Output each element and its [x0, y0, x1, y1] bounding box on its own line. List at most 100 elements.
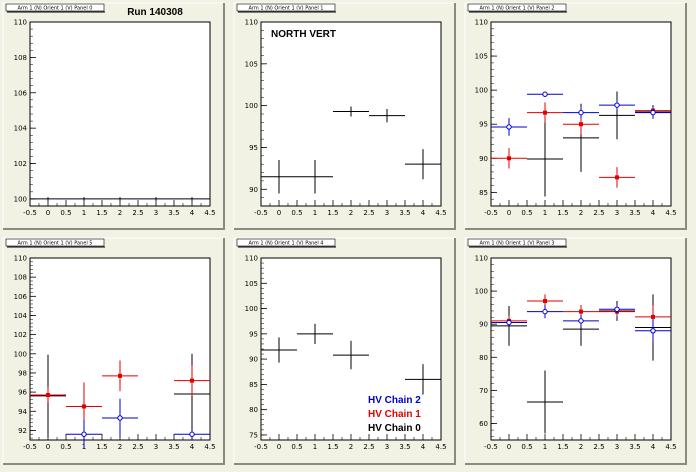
y-tick-label: 105	[475, 53, 488, 61]
panel-title: Arm 1 (N) Orient 1 (V) Panel 5	[18, 241, 93, 247]
y-tick-label: 110	[475, 255, 488, 263]
x-tick-label: 4	[421, 209, 426, 217]
x-tick-label: 1.5	[557, 443, 568, 451]
panel-title: Arm 1 (N) Orient 1 (V) Panel 2	[480, 6, 555, 12]
panel-title-box	[467, 3, 567, 12]
x-tick-label: 3	[615, 443, 619, 451]
x-tick-label: 4.5	[435, 443, 446, 451]
panel-title-box	[5, 238, 105, 247]
x-tick-label: 4	[190, 209, 195, 217]
x-tick-label: 3	[154, 209, 158, 217]
y-tick-label: 100	[475, 288, 488, 296]
data-point	[82, 404, 86, 409]
legend-entry: HV Chain 2	[368, 395, 421, 406]
x-tick-label: 1.5	[327, 443, 338, 451]
panel-title: Arm 1 (N) Orient 1 (V) Panel 4	[249, 241, 324, 247]
panel-title-box	[236, 3, 336, 12]
x-tick-label: 4	[651, 443, 656, 451]
data-point	[614, 102, 620, 108]
y-tick-label: 100	[475, 87, 488, 95]
x-tick-label: 0	[277, 443, 281, 451]
x-tick-label: 2.5	[363, 443, 374, 451]
x-tick-label: 3	[154, 443, 158, 451]
x-tick-label: 3.5	[168, 443, 179, 451]
x-tick-label: 4.5	[665, 209, 676, 217]
x-tick-label: 0.5	[291, 209, 302, 217]
x-tick-label: 2.5	[593, 443, 604, 451]
x-tick-label: 4.5	[204, 443, 215, 451]
x-tick-label: 0.5	[60, 443, 71, 451]
x-tick-label: 3	[615, 209, 619, 217]
x-tick-label: 2	[579, 443, 583, 451]
x-tick-label: 3.5	[399, 209, 410, 217]
y-tick-label: 108	[14, 54, 27, 62]
panel-annotation: NORTH VERT	[271, 29, 336, 40]
data-point	[614, 306, 620, 312]
data-point	[650, 328, 656, 334]
x-tick-label: 0.5	[521, 443, 532, 451]
x-tick-label: 1	[82, 209, 86, 217]
data-point	[117, 415, 123, 421]
x-tick-label: 4.5	[665, 443, 676, 451]
y-tick-label: 95	[479, 121, 488, 129]
y-tick-label: 110	[475, 19, 488, 27]
legend-entry: HV Chain 1	[368, 409, 421, 420]
y-tick-label: 94	[18, 408, 27, 416]
data-point	[190, 378, 194, 383]
x-tick-label: 1.5	[96, 443, 107, 451]
data-point	[543, 299, 547, 304]
y-tick-label: 85	[479, 189, 488, 197]
plot-area	[29, 21, 211, 207]
data-point	[651, 314, 655, 319]
x-tick-label: -0.5	[484, 443, 498, 451]
y-tick-label: 60	[479, 420, 488, 428]
panel-2: Arm 1 (N) Orient 1 (V) Panel 2-0.5 0 0.5 1 1…	[464, 2, 687, 230]
y-tick-label: 106	[14, 89, 28, 97]
y-tick-label: 100	[245, 102, 258, 110]
y-tick-label: 110	[245, 19, 258, 27]
y-tick-label: 70	[479, 387, 488, 395]
plot-area	[490, 257, 672, 441]
data-point	[46, 392, 50, 397]
data-point	[579, 122, 583, 127]
panel-frame-shadow	[234, 238, 456, 465]
y-tick-label: 90	[479, 155, 488, 163]
y-tick-label: 102	[14, 331, 27, 339]
y-tick-label: 104	[14, 125, 28, 133]
data-point	[579, 309, 583, 314]
panel-3: Arm 1 (N) Orient 1 (V) Panel 5 -0.5 0 0.5 11…	[2, 237, 225, 465]
x-tick-label: 0	[46, 443, 50, 451]
x-tick-label: 3.5	[399, 443, 410, 451]
y-tick-label: 100	[14, 350, 27, 358]
data-point	[507, 156, 511, 161]
x-tick-label: 4	[421, 443, 426, 451]
x-tick-label: 1	[543, 443, 547, 451]
data-point	[578, 318, 584, 324]
x-tick-label: -0.5	[254, 209, 268, 217]
y-tick-label: 110	[14, 19, 27, 27]
x-tick-label: 4	[651, 209, 656, 217]
panel-frame-shadow	[465, 3, 687, 230]
panel-title: Arm 1 (N) Orient 1 (V) Panel 1	[249, 6, 324, 12]
y-tick-label: 95	[249, 330, 258, 338]
y-tick-label: 90	[249, 186, 258, 194]
x-tick-label: 4.5	[435, 209, 446, 217]
panel-frame-shadow	[3, 3, 225, 230]
panel-title-box	[236, 238, 336, 247]
panel-title: Arm 1 (N) Orient 1 (V) Panel 3	[480, 241, 555, 247]
y-tick-label: 110	[14, 255, 27, 263]
x-tick-label: 0.5	[60, 209, 71, 217]
panel-frame-shadow	[465, 238, 687, 465]
data-point	[81, 431, 87, 437]
x-tick-label: 2.5	[132, 209, 143, 217]
x-tick-label: 2.5	[132, 443, 143, 451]
y-tick-label: 100	[14, 195, 27, 203]
x-tick-label: 2.5	[593, 209, 604, 217]
data-point	[542, 91, 548, 97]
y-tick-label: 104	[14, 312, 28, 320]
legend-entry: HV Chain 0	[368, 423, 421, 434]
x-tick-label: 3.5	[629, 209, 640, 217]
x-tick-label: 2	[579, 209, 583, 217]
data-point	[578, 109, 584, 116]
